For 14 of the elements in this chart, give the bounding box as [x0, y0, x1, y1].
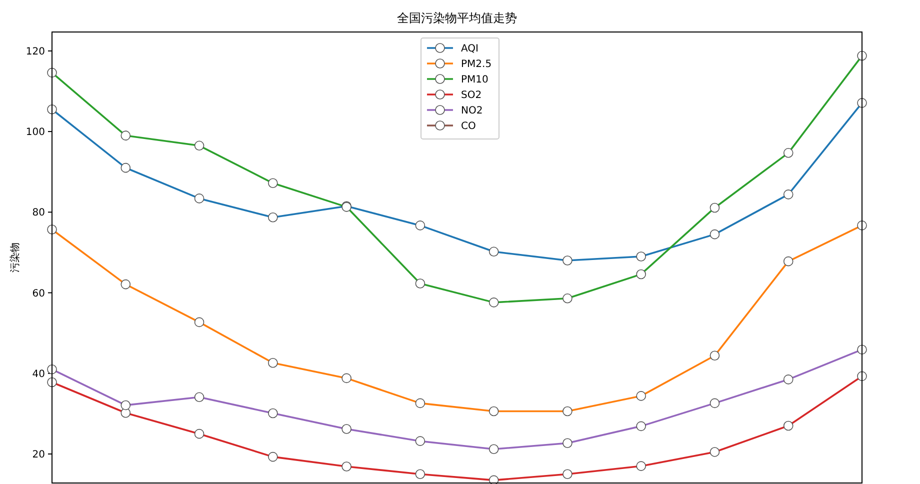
chart-title: 全国污染物平均值走势: [397, 11, 517, 25]
y-tick-label: 40: [32, 368, 45, 380]
legend-label: CO: [461, 121, 476, 132]
y-tick-label: 120: [26, 46, 45, 58]
legend-label: SO2: [461, 90, 482, 101]
y-tick-label: 80: [32, 208, 45, 219]
y-tick-label: 20: [32, 449, 45, 460]
legend-label: PM10: [461, 74, 488, 86]
legend-label: PM2.5: [461, 59, 492, 70]
y-tick-label: 60: [32, 288, 45, 300]
legend-label: AQI: [461, 44, 478, 54]
y-tick-label: 100: [26, 127, 45, 138]
y-axis-title: 污染物: [9, 242, 21, 272]
legend-label: NO2: [461, 106, 483, 116]
